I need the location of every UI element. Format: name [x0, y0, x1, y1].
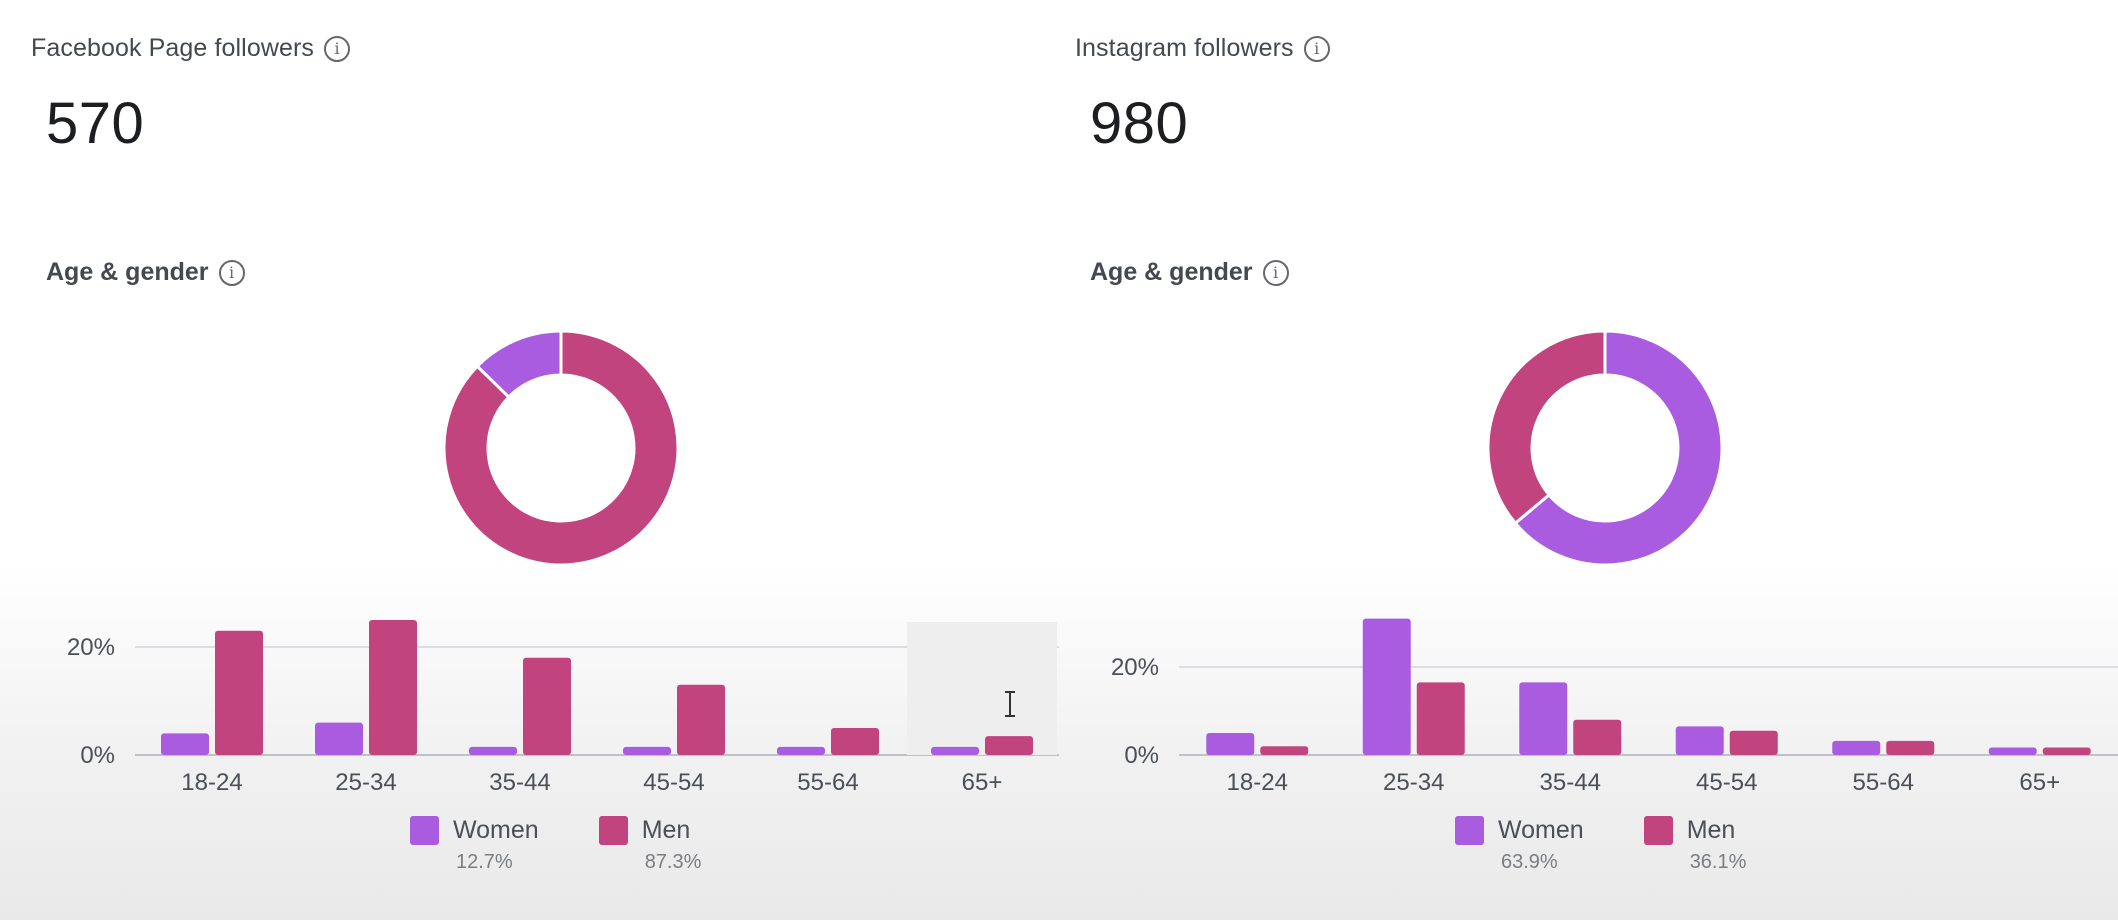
x-tick-label: 35-44: [1540, 769, 1601, 796]
bar-women-18-24: [161, 733, 209, 755]
men-swatch: [1643, 816, 1673, 845]
bar-men-65+: [2042, 747, 2091, 755]
instagram-age-gender-chart: 0% 20% 18-24 25-34 35-44 45-54 55-64 65+: [1111, 329, 2118, 796]
bar-women-55-64: [1832, 740, 1881, 755]
donut-slice-women: [1513, 329, 1724, 567]
bar-women-25-34: [315, 722, 363, 755]
bar-women-45-54: [623, 746, 671, 755]
legend-item-men[interactable]: Men 87.3%: [598, 816, 702, 874]
bar-women-55-64: [777, 746, 825, 755]
x-tick-label: 55-64: [1853, 769, 1914, 796]
facebook-followers-count: 570: [46, 91, 145, 156]
bar-women-65+: [931, 746, 979, 755]
donut-slice-men: [1486, 329, 1607, 526]
legend-label-men: Men: [641, 816, 691, 844]
age-gender-title: Age & gender: [1090, 258, 1253, 286]
men-swatch: [598, 816, 628, 845]
info-icon[interactable]: i: [218, 259, 245, 286]
bar-men-35-44: [1573, 719, 1622, 755]
x-tick-label: 65+: [2019, 769, 2060, 796]
bar-men-25-34: [369, 620, 417, 755]
legend-label-women: Women: [453, 816, 539, 844]
facebook-panel: Facebook Page followers i 570 Age & gend…: [31, 34, 1059, 874]
women-swatch: [410, 816, 439, 845]
facebook-followers-title: Facebook Page followers: [31, 34, 315, 62]
bar-men-65+: [985, 736, 1033, 755]
bar-women-45-54: [1675, 726, 1724, 755]
y-tick-label: 0%: [1124, 742, 1159, 769]
bar-men-35-44: [523, 657, 571, 755]
bar-men-45-54: [1729, 730, 1778, 755]
legend-item-women[interactable]: Women 12.7%: [410, 816, 539, 874]
bar-men-55-64: [831, 728, 879, 755]
instagram-followers-header: Instagram followers i: [1075, 34, 1330, 63]
legend-pct-women: 63.9%: [1501, 851, 1558, 873]
bar-women-35-44: [469, 746, 517, 755]
bar-men-55-64: [1886, 740, 1935, 755]
x-tick-label: 65+: [962, 769, 1003, 796]
legend-pct-men: 87.3%: [644, 851, 702, 873]
facebook-followers-header: Facebook Page followers i: [31, 34, 351, 63]
info-icon[interactable]: i: [1262, 259, 1289, 286]
bar-men-25-34: [1416, 682, 1465, 755]
bar-men-18-24: [1260, 746, 1309, 755]
hover-highlight: [907, 622, 1057, 755]
x-tick-label: 55-64: [797, 769, 858, 796]
legend-item-men[interactable]: Men 36.1%: [1643, 816, 1747, 874]
women-swatch: [1455, 816, 1484, 845]
donut-slice-men: [442, 329, 680, 567]
bar-women-18-24: [1206, 733, 1255, 755]
facebook-legend: Women 12.7% Men 87.3%: [410, 816, 701, 874]
legend-label-women: Women: [1498, 816, 1584, 844]
y-tick-label: 20%: [1111, 654, 1159, 681]
x-tick-label: 45-54: [643, 769, 704, 796]
legend-item-women[interactable]: Women 63.9%: [1455, 816, 1584, 874]
x-tick-label: 25-34: [335, 769, 396, 796]
instagram-legend: Women 63.9% Men 36.1%: [1455, 816, 1746, 874]
instagram-followers-count: 980: [1090, 91, 1189, 156]
info-icon[interactable]: i: [1303, 35, 1330, 62]
age-gender-header: Age & gender i: [1090, 258, 1289, 287]
text-cursor-icon: [1005, 691, 1015, 717]
instagram-panel: Instagram followers i 980 Age & gender i…: [1059, 0, 2118, 920]
bar-men-18-24: [215, 630, 263, 755]
age-gender-title: Age & gender: [46, 258, 209, 286]
x-tick-label: 45-54: [1696, 769, 1757, 796]
y-tick-label: 20%: [67, 634, 115, 661]
age-gender-header: Age & gender i: [46, 258, 245, 287]
x-tick-label: 25-34: [1383, 769, 1444, 796]
x-tick-label: 18-24: [1227, 769, 1288, 796]
legend-label-men: Men: [1686, 816, 1736, 844]
bar-women-65+: [1988, 747, 2037, 755]
bar-women-35-44: [1519, 682, 1568, 755]
bar-men-45-54: [677, 684, 725, 755]
y-tick-label: 0%: [80, 742, 115, 769]
x-tick-label: 35-44: [489, 769, 550, 796]
bar-women-25-34: [1362, 618, 1411, 755]
facebook-age-gender-chart: 0% 20% 18-24 25-34 35-44 45-54 55-64 65+: [67, 329, 1059, 796]
legend-pct-women: 12.7%: [456, 851, 513, 873]
legend-pct-men: 36.1%: [1689, 851, 1747, 873]
x-tick-label: 18-24: [181, 769, 242, 796]
instagram-followers-title: Instagram followers: [1075, 34, 1294, 62]
info-icon[interactable]: i: [324, 35, 351, 62]
